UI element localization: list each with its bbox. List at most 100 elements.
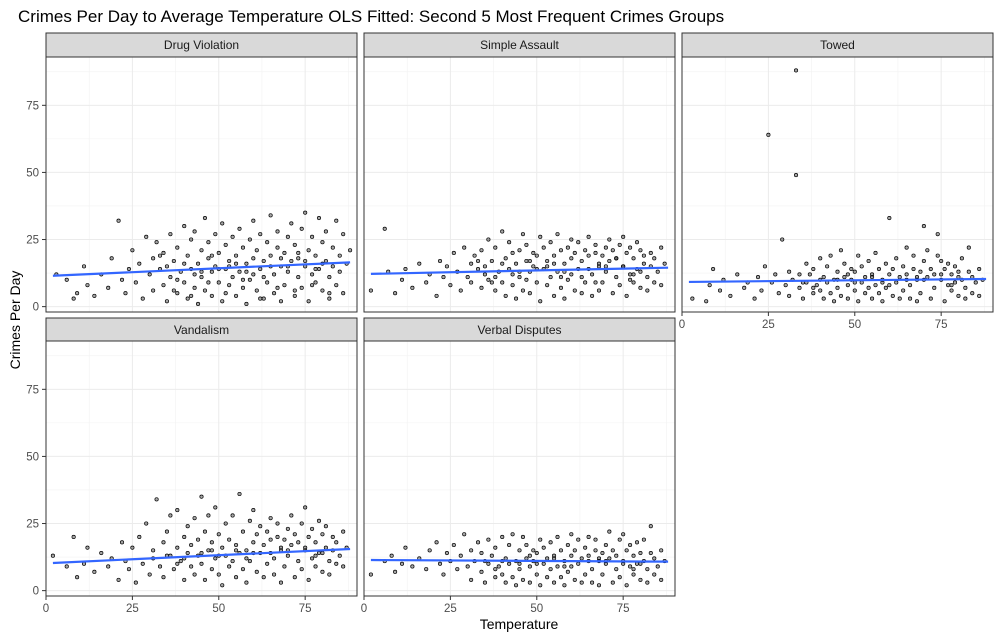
data-point [185,551,190,556]
data-point [175,245,180,250]
facet-panel: Towed 0 25 50 75 [679,32,994,331]
data-point [711,267,716,272]
x-tick-label: 0 [679,319,685,331]
data-point [285,269,290,274]
data-point [565,277,570,282]
data-point [942,267,947,272]
data-point [206,280,211,285]
data-point [206,240,211,245]
data-point [583,248,588,253]
data-point [652,572,657,577]
data-point [285,553,290,558]
data-point [462,532,467,537]
data-point [935,253,940,258]
data-point [842,275,847,280]
data-point [603,542,608,548]
data-point [949,288,954,293]
data-point [223,521,228,526]
facet-strip-label: Simple Assault [480,38,559,52]
data-point [946,283,951,288]
data-point [254,532,259,537]
data-point [831,299,837,304]
data-point [821,275,826,280]
data-point [562,261,567,266]
data-point [310,283,315,288]
data-point [552,556,557,561]
data-point [970,291,975,296]
data-point [275,245,280,250]
data-point [399,277,405,282]
data-point [403,545,408,550]
data-point [631,553,636,558]
data-point [316,551,322,556]
data-point [303,210,308,215]
data-point [247,518,252,523]
data-point [821,296,826,301]
data-point [541,545,546,550]
data-point [552,261,557,266]
x-tick-label: 75 [299,603,312,615]
data-point [116,577,121,582]
data-point [292,288,297,293]
data-point [845,296,850,301]
data-point [507,240,512,245]
data-point [368,572,373,577]
data-point [330,534,335,539]
data-point [313,553,318,558]
data-point [469,261,474,266]
data-point [444,551,449,556]
data-point [946,261,951,266]
data-point [638,551,643,556]
data-point [742,285,747,290]
data-point [811,267,816,272]
data-point [434,540,439,545]
data-point [624,548,629,553]
data-point [327,275,332,280]
data-point [856,299,861,304]
data-point [500,534,505,539]
data-point [192,285,197,290]
data-point [306,248,311,253]
data-point [876,291,882,296]
data-point [956,293,961,298]
data-point [175,508,180,513]
data-point [904,245,909,250]
data-point [341,232,346,237]
data-point [296,540,301,545]
data-point [569,237,574,242]
data-point [572,548,577,553]
data-point [320,240,325,245]
data-point [254,288,259,293]
data-point [261,275,266,280]
data-point [631,272,636,277]
data-point [389,553,394,558]
data-point [717,288,723,293]
data-point [614,256,619,261]
data-point [856,253,861,258]
data-point [624,293,629,298]
ols-fit-line [52,547,351,565]
data-point [116,218,121,223]
data-point [645,275,650,280]
data-point [265,240,270,245]
data-point [569,256,574,261]
data-point [109,256,114,261]
data-point [320,288,325,293]
data-point [631,256,636,261]
data-point [507,542,512,548]
panels-layer: Drug Violation 0 25 50 75 Simple Assault Towed… [26,32,994,615]
data-point [607,258,612,264]
data-point [237,491,242,497]
data-point [787,293,792,298]
data-point [617,575,622,580]
data-point [144,521,149,526]
data-point [621,234,626,239]
data-point [621,561,626,566]
data-point [534,561,539,566]
data-point [237,269,242,274]
data-point [527,564,532,569]
data-point [244,261,249,266]
data-point [192,516,197,521]
y-tick-label: 50 [26,167,39,179]
data-point [244,548,249,553]
